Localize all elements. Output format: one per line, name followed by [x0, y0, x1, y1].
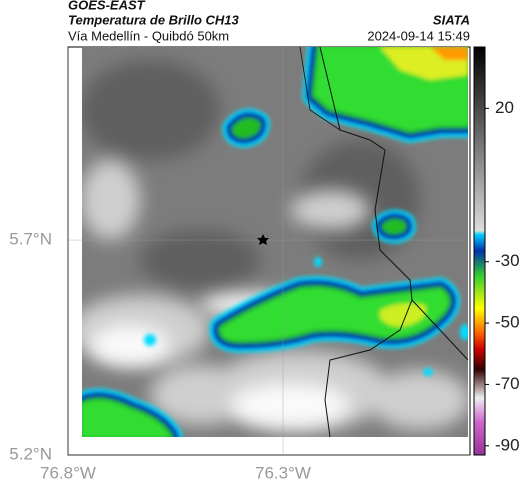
colorbar-tick-label: -50 [495, 313, 520, 332]
colorbar-tick-label: -70 [495, 374, 520, 393]
title: Temperatura de Brillo CH13 [68, 12, 240, 27]
cold-spot [423, 368, 433, 376]
cold-cloud [221, 288, 448, 341]
cold-cloud [82, 400, 171, 437]
cold-spot [314, 257, 322, 267]
colorbar-tick-label: 20 [495, 98, 514, 117]
source: SIATA [433, 12, 470, 27]
satellite-image [82, 47, 468, 437]
cold-spot [144, 334, 156, 346]
location: Vía Medellín - Quibdó 50km [68, 28, 229, 43]
satellite: GOES-EAST [68, 0, 146, 12]
x-tick-label: 76.3°W [255, 463, 311, 482]
warm-core [380, 303, 426, 327]
cold-cloud [381, 218, 407, 235]
colorbar-tick-label: -90 [495, 435, 520, 454]
cold-spot [460, 324, 468, 340]
y-tick-label: 5.7°N [9, 230, 52, 249]
colorbar [473, 46, 486, 456]
cold-cloud [231, 117, 261, 139]
y-tick-label: 5.2°N [9, 444, 52, 463]
location-star [257, 234, 269, 245]
x-tick-label: 76.8°W [40, 463, 96, 482]
datetime: 2024-09-14 15:49 [367, 28, 470, 43]
colorbar-tick-label: -30 [495, 251, 520, 270]
warm-core [430, 47, 468, 60]
